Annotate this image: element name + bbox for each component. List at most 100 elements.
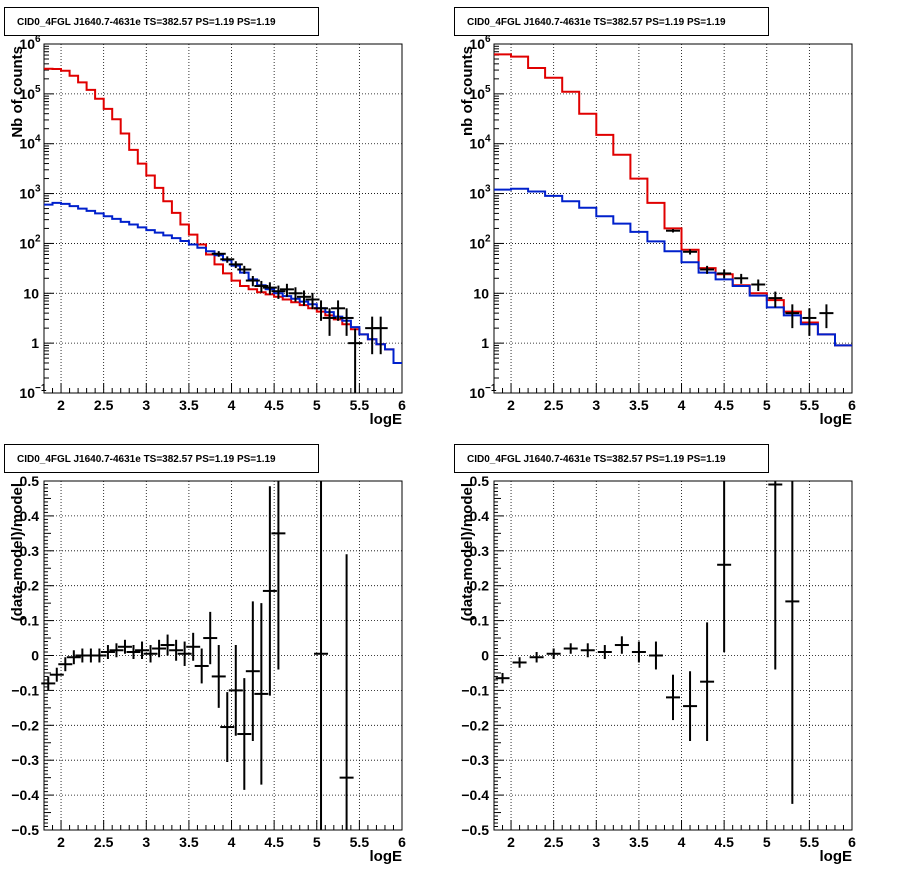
panel-counts-left: CID0_4FGL J1640.7-4631e TS=382.57 PS=1.1…: [4, 7, 406, 428]
x-tick-label: 5.5: [350, 834, 370, 850]
x-tick-label: 5: [313, 834, 321, 850]
y-tick-exponent: 3: [485, 184, 491, 195]
chart-title: CID0_4FGL J1640.7-4631e TS=382.57 PS=1.1…: [17, 17, 276, 28]
chart-title: CID0_4FGL J1640.7-4631e TS=382.57 PS=1.1…: [467, 454, 726, 465]
y-tick-label: 10: [469, 186, 485, 202]
y-tick-label: 0.4: [20, 508, 40, 524]
y-tick-label: −0.1: [461, 682, 489, 698]
source-model-line: [494, 187, 852, 347]
y-tick-label: −0.1: [11, 682, 39, 698]
y-axis-label: (data-model)/model: [9, 483, 26, 621]
x-tick-label: 2: [507, 834, 515, 850]
x-tick-label: 2: [57, 834, 65, 850]
y-tick-label: 10: [19, 86, 35, 102]
x-tick-label: 4: [678, 397, 686, 413]
y-tick-label: 10: [19, 186, 35, 202]
plot-frame: [43, 43, 403, 394]
y-tick-label: −0.4: [461, 787, 489, 803]
x-tick-label: 5: [313, 397, 321, 413]
title-box: [4, 7, 319, 36]
y-tick-exponent: 6: [35, 34, 41, 45]
y-tick-label: 0.1: [470, 613, 490, 629]
y-tick-label: −0.5: [11, 822, 39, 838]
y-tick-exponent: 5: [485, 84, 491, 95]
y-tick-exponent: 4: [485, 134, 491, 145]
y-tick-label: −0.3: [11, 752, 39, 768]
x-tick-label: 2.5: [544, 834, 564, 850]
title-box: [454, 7, 769, 36]
x-tick-label: 5.5: [350, 397, 370, 413]
x-tick-label: 2.5: [94, 834, 114, 850]
x-tick-label: 4.5: [714, 834, 734, 850]
x-tick-label: 5: [763, 397, 771, 413]
x-tick-label: 6: [848, 834, 856, 850]
x-tick-label: 2.5: [94, 397, 114, 413]
y-tick-label: 0.3: [20, 543, 40, 559]
y-tick-label: 0.3: [470, 543, 490, 559]
plot-frame: [493, 480, 853, 831]
x-tick-label: 6: [398, 834, 406, 850]
y-tick-label: −0.2: [11, 717, 39, 733]
title-box: [454, 444, 769, 473]
x-axis-label: logE: [370, 411, 403, 428]
y-tick-label: 10: [19, 385, 35, 401]
y-tick-label: 1: [481, 335, 489, 351]
y-tick-label: 0.5: [470, 473, 490, 489]
y-tick-label: 10: [19, 235, 35, 251]
y-tick-label: 10: [469, 235, 485, 251]
y-tick-label: 0.2: [20, 578, 40, 594]
x-tick-label: 3: [592, 397, 600, 413]
x-axis-label: logE: [370, 848, 403, 865]
x-tick-label: 3: [592, 834, 600, 850]
y-tick-label: −0.2: [461, 717, 489, 733]
x-tick-label: 4: [678, 834, 686, 850]
y-tick-exponent: −1: [485, 383, 497, 394]
x-tick-label: 3.5: [179, 397, 199, 413]
x-tick-label: 2: [507, 397, 515, 413]
y-tick-label: 10: [469, 86, 485, 102]
y-tick-label: 10: [469, 385, 485, 401]
total-model-line: [494, 53, 852, 347]
plot-frame: [493, 43, 853, 394]
y-tick-label: 0.1: [20, 613, 40, 629]
x-tick-label: 6: [848, 397, 856, 413]
y-tick-label: −0.3: [461, 752, 489, 768]
x-tick-label: 4.5: [264, 397, 284, 413]
panel-residual-left: CID0_4FGL J1640.7-4631e TS=382.57 PS=1.1…: [4, 444, 406, 865]
x-tick-label: 3: [142, 397, 150, 413]
y-tick-exponent: 6: [485, 34, 491, 45]
x-tick-label: 4.5: [714, 397, 734, 413]
chart-title: CID0_4FGL J1640.7-4631e TS=382.57 PS=1.1…: [467, 17, 726, 28]
y-tick-label: 0: [31, 648, 39, 664]
x-tick-label: 4.5: [264, 834, 284, 850]
panel-residual-right: CID0_4FGL J1640.7-4631e TS=382.57 PS=1.1…: [454, 444, 856, 865]
x-tick-label: 5.5: [800, 397, 820, 413]
y-tick-label: 10: [473, 285, 489, 301]
y-tick-label: 0.4: [470, 508, 490, 524]
x-tick-label: 3.5: [629, 834, 649, 850]
y-tick-exponent: 3: [35, 184, 41, 195]
x-tick-label: 3.5: [629, 397, 649, 413]
y-tick-label: 10: [469, 136, 485, 152]
source-model-line: [44, 201, 402, 364]
x-tick-label: 5: [763, 834, 771, 850]
y-tick-label: 1: [31, 335, 39, 351]
title-box: [4, 444, 319, 473]
y-tick-label: 10: [19, 36, 35, 52]
y-tick-exponent: 2: [35, 233, 41, 244]
x-tick-label: 2: [57, 397, 65, 413]
y-tick-label: 0: [481, 648, 489, 664]
y-tick-label: −0.5: [461, 822, 489, 838]
y-tick-exponent: −1: [35, 383, 47, 394]
y-axis-label: Nb of counts: [9, 46, 26, 138]
y-tick-exponent: 5: [35, 84, 41, 95]
x-tick-label: 6: [398, 397, 406, 413]
y-tick-label: 0.5: [20, 473, 40, 489]
y-tick-label: −0.4: [11, 787, 39, 803]
y-axis-label: (data-model)/model: [459, 483, 476, 621]
y-tick-exponent: 2: [485, 233, 491, 244]
y-tick-exponent: 4: [35, 134, 41, 145]
x-axis-label: logE: [820, 848, 853, 865]
x-tick-label: 5.5: [800, 834, 820, 850]
x-tick-label: 2.5: [544, 397, 564, 413]
